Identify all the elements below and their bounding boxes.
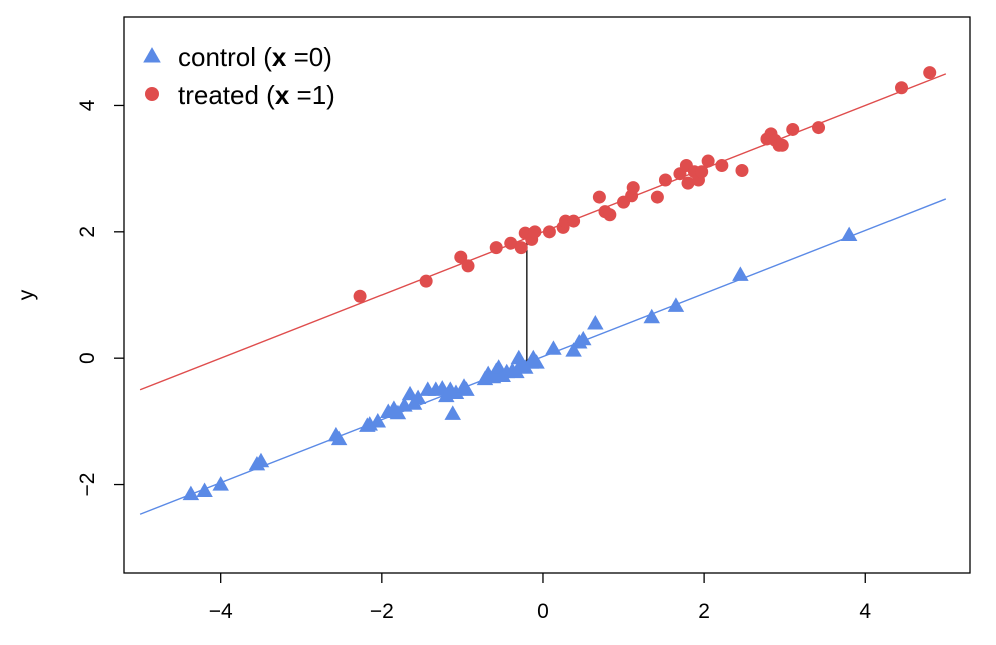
treated-point: [658, 173, 672, 187]
control-point: [196, 482, 213, 497]
treated-point: [701, 154, 715, 168]
plot-frame: [123, 16, 971, 574]
x-tick-label: 0: [537, 600, 549, 623]
y-axis-label: y: [15, 289, 38, 300]
x-tick-label: −2: [370, 600, 394, 623]
x-tick-label: 2: [698, 600, 710, 623]
treated-points: [353, 66, 937, 303]
control-point: [732, 266, 749, 281]
treated-point: [504, 236, 518, 250]
y-tick-label: −2: [76, 473, 99, 497]
treated-point: [461, 259, 475, 273]
treated-point: [786, 122, 800, 136]
treated-point: [514, 241, 528, 255]
control-point: [389, 404, 407, 420]
treated-point: [567, 214, 581, 228]
treated-point: [735, 164, 749, 178]
legend-label-treated: treated (x =1): [178, 80, 335, 110]
legend-marker-control-icon: [143, 47, 161, 63]
control-point: [330, 430, 348, 446]
x-tick-label: −4: [209, 600, 233, 623]
control-point: [667, 297, 685, 312]
control-point: [575, 330, 592, 346]
control-fit-line: [139, 198, 947, 515]
treated-point: [681, 176, 695, 190]
treated-point: [542, 225, 556, 239]
treated-point: [454, 250, 468, 264]
treated-point: [528, 225, 542, 239]
treated-point: [489, 241, 503, 255]
control-point: [444, 405, 461, 420]
control-point: [369, 412, 387, 428]
y-axis: −2 0 2 4: [76, 99, 124, 497]
control-point: [587, 315, 604, 330]
treated-point: [775, 138, 789, 152]
control-point: [528, 354, 545, 369]
treated-point: [715, 158, 729, 172]
control-points: [182, 226, 858, 501]
control-point: [545, 340, 562, 355]
y-tick-label: 2: [76, 226, 99, 238]
treated-point: [923, 66, 937, 80]
treated-point: [626, 181, 640, 195]
treated-point: [603, 208, 617, 222]
treated-point: [812, 121, 826, 135]
x-tick-label: 4: [859, 600, 871, 623]
legend-label-control: control (x =0): [178, 42, 332, 72]
control-point: [508, 363, 525, 379]
control-point: [182, 485, 200, 501]
legend: control (x =0) treated (x =1): [143, 42, 335, 110]
control-point: [409, 389, 427, 405]
legend-marker-treated-icon: [145, 87, 159, 101]
treated-point: [353, 289, 367, 303]
treated-point: [895, 81, 909, 95]
control-point: [840, 226, 858, 242]
x-axis: −4 −2 0 2 4: [209, 573, 871, 623]
control-point: [212, 476, 229, 491]
control-point: [643, 308, 660, 324]
treated-point: [650, 190, 664, 204]
control-point: [458, 381, 475, 396]
treated-point: [419, 274, 433, 288]
treated-point: [592, 190, 606, 204]
y-tick-label: 4: [76, 99, 99, 111]
control-point: [252, 452, 270, 468]
fit-lines: [139, 73, 947, 515]
control-point: [565, 342, 582, 357]
treated-point: [695, 165, 709, 179]
y-tick-label: 0: [76, 352, 99, 364]
